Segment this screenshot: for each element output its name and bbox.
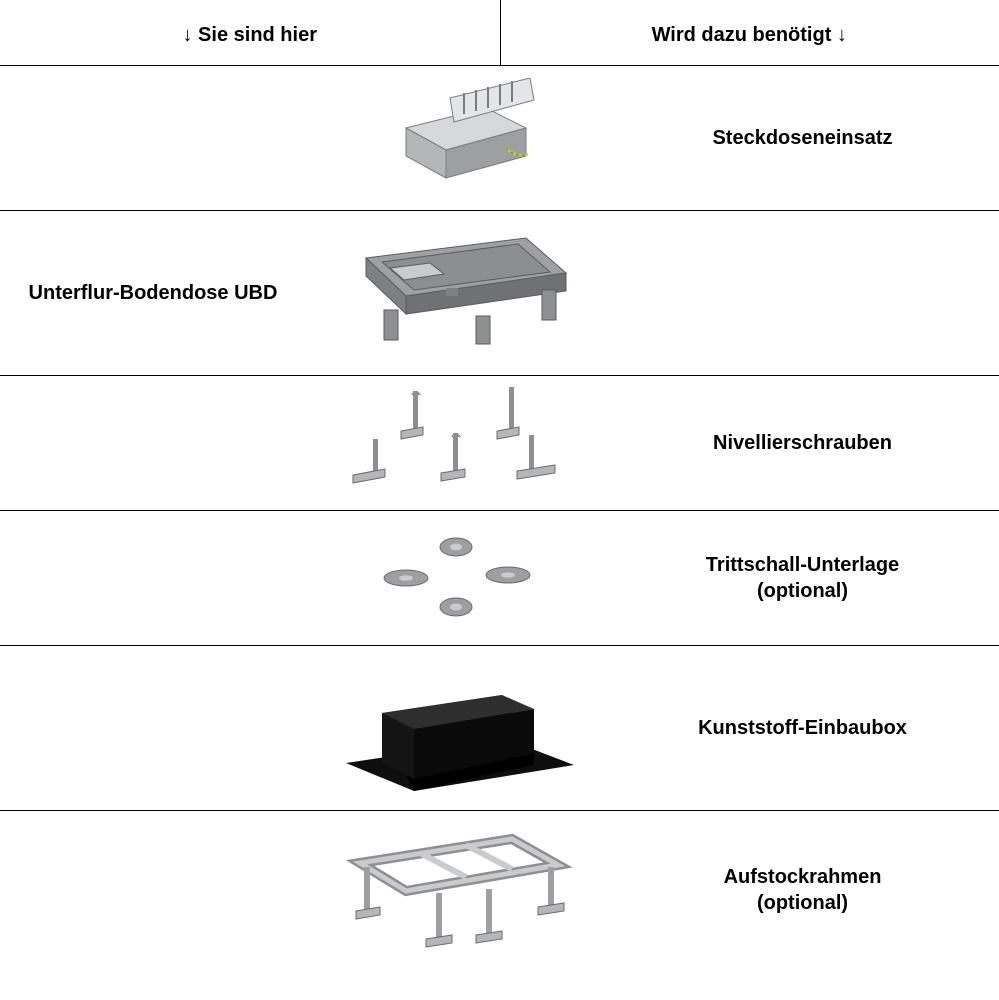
row-left-label bbox=[0, 811, 306, 969]
impact-pad-icon bbox=[356, 523, 556, 633]
table-header: ↓ Sie sind hier Wird dazu benötigt ↓ bbox=[0, 0, 999, 66]
row-image bbox=[306, 511, 606, 645]
table-row: Nivellierschrauben bbox=[0, 376, 999, 511]
table-row: Unterflur-Bodendose UBD bbox=[0, 211, 999, 376]
table-row: Steckdoseneinsatz bbox=[0, 66, 999, 211]
row-image bbox=[306, 66, 606, 210]
row-right-label: Aufstockrahmen(optional) bbox=[606, 811, 999, 969]
floor-box-icon bbox=[326, 218, 586, 368]
socket-insert-icon bbox=[356, 78, 556, 198]
row-right-label: Steckdoseneinsatz bbox=[606, 66, 999, 210]
row-image bbox=[306, 811, 606, 969]
row-right-label: Nivellierschrauben bbox=[606, 376, 999, 510]
table-row: Trittschall-Unterlage(optional) bbox=[0, 511, 999, 646]
row-left-label bbox=[0, 376, 306, 510]
row-right-label: Trittschall-Unterlage(optional) bbox=[606, 511, 999, 645]
row-image bbox=[306, 646, 606, 810]
table-row: Kunststoff-Einbaubox bbox=[0, 646, 999, 811]
row-left-label bbox=[0, 511, 306, 645]
row-left-label bbox=[0, 646, 306, 810]
header-divider bbox=[500, 0, 501, 65]
plastic-box-icon bbox=[326, 653, 586, 803]
row-left-label bbox=[0, 66, 306, 210]
riser-frame-icon bbox=[326, 815, 586, 965]
row-left-label: Unterflur-Bodendose UBD bbox=[0, 211, 306, 375]
row-right-label bbox=[606, 211, 999, 375]
header-right: Wird dazu benötigt ↓ bbox=[500, 0, 999, 65]
table-row: Aufstockrahmen(optional) bbox=[0, 811, 999, 969]
row-right-label: Kunststoff-Einbaubox bbox=[606, 646, 999, 810]
row-image bbox=[306, 376, 606, 510]
row-image bbox=[306, 211, 606, 375]
header-left: ↓ Sie sind hier bbox=[0, 0, 500, 65]
leveling-screws-icon bbox=[341, 383, 571, 503]
component-table: ↓ Sie sind hier Wird dazu benötigt ↓ bbox=[0, 0, 999, 969]
